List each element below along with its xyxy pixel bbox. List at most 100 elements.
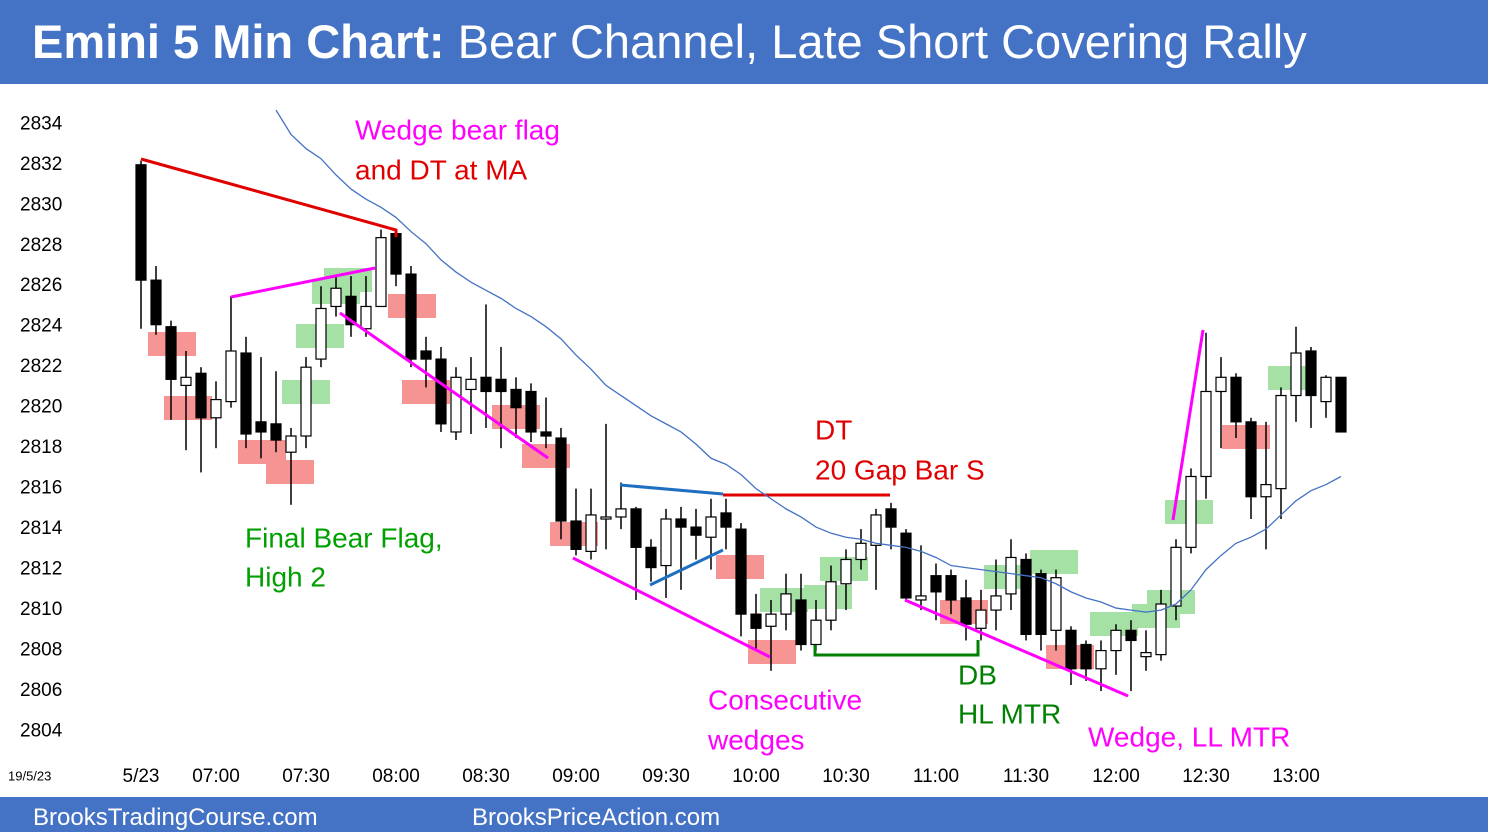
candle-body bbox=[1110, 629, 1122, 652]
candle-body bbox=[375, 237, 387, 308]
candle-body bbox=[720, 512, 732, 528]
candle-body bbox=[795, 599, 807, 646]
candle-body bbox=[975, 609, 987, 629]
chart: 2804 2806 2808 2810 2812 2814 2816 2818 2820 2822… bbox=[8, 109, 1347, 787]
candle-body bbox=[300, 366, 312, 437]
annotation: Wedge, LL MTR bbox=[1088, 721, 1290, 752]
candle-body bbox=[1170, 546, 1182, 607]
candle-body bbox=[540, 431, 552, 437]
candle-body bbox=[1275, 394, 1287, 490]
candle-body bbox=[1335, 376, 1347, 433]
y-tick-label: 2834 bbox=[20, 113, 63, 134]
y-tick-label: 2828 bbox=[20, 235, 62, 256]
candle-body bbox=[330, 287, 342, 308]
candle-body bbox=[195, 372, 207, 419]
x-tick-label: 12:00 bbox=[1092, 766, 1140, 787]
candle-body bbox=[915, 595, 927, 601]
y-tick-label: 2824 bbox=[20, 316, 63, 337]
candle-body bbox=[615, 508, 627, 518]
title-bold: Emini 5 Min Chart: bbox=[32, 15, 445, 68]
candle-body bbox=[930, 575, 942, 593]
x-tick-label: 09:00 bbox=[552, 766, 600, 787]
candle-body bbox=[960, 597, 972, 625]
candle-body bbox=[285, 435, 297, 453]
candle-body bbox=[705, 516, 717, 538]
trend-line bbox=[140, 157, 398, 237]
candle-body bbox=[675, 518, 687, 528]
candle-body bbox=[870, 514, 882, 546]
candle-body bbox=[315, 307, 327, 360]
candle-body bbox=[1230, 376, 1242, 423]
candle-body bbox=[555, 437, 567, 522]
candle-body bbox=[660, 518, 672, 567]
annotation: Final Bear Flag, bbox=[245, 522, 443, 553]
candle-body bbox=[1050, 577, 1062, 631]
candle-body bbox=[150, 279, 162, 326]
candle-body bbox=[750, 613, 762, 629]
candle-body bbox=[420, 350, 432, 360]
annotation: High 2 bbox=[245, 561, 326, 592]
x-tick-label: 11:00 bbox=[913, 766, 959, 787]
trend-line bbox=[904, 598, 1129, 698]
candle-body bbox=[1305, 350, 1317, 397]
x-tick-label: 11:30 bbox=[1003, 766, 1049, 787]
x-tick-label: 08:00 bbox=[372, 766, 420, 787]
sell-box bbox=[266, 460, 314, 484]
trend-line bbox=[339, 311, 549, 460]
y-tick-label: 2808 bbox=[20, 640, 62, 661]
candle-body bbox=[1005, 556, 1017, 595]
footer-link: BrooksTradingCourse.com bbox=[33, 804, 318, 831]
y-tick-label: 2812 bbox=[20, 559, 62, 580]
candle-body bbox=[465, 378, 477, 391]
annotation: DB bbox=[958, 659, 997, 690]
y-tick-label: 2826 bbox=[20, 275, 62, 296]
x-tick-label: 5/23 bbox=[123, 766, 160, 787]
candle-body bbox=[1125, 629, 1137, 642]
annotation: wedges bbox=[707, 724, 805, 755]
x-tick-label: 13:00 bbox=[1272, 766, 1320, 787]
candle-body bbox=[480, 376, 492, 393]
candle-body bbox=[1035, 573, 1047, 635]
candle-body bbox=[945, 575, 957, 601]
candle-body bbox=[1065, 629, 1077, 670]
candle-body bbox=[345, 295, 357, 326]
candle-body bbox=[360, 305, 372, 330]
candles bbox=[135, 160, 1347, 692]
candle-body bbox=[1080, 643, 1092, 670]
candle-body bbox=[630, 508, 642, 548]
candle-body bbox=[840, 558, 852, 585]
x-tick-label: 12:30 bbox=[1182, 766, 1230, 787]
candle-body bbox=[180, 376, 192, 387]
candle-body bbox=[405, 273, 417, 360]
x-tick-label: 07:30 bbox=[282, 766, 330, 787]
candle-body bbox=[495, 378, 507, 393]
y-tick-label: 2810 bbox=[20, 599, 62, 620]
y-tick-label: 2814 bbox=[20, 518, 63, 539]
candle-body bbox=[435, 358, 447, 425]
candle-body bbox=[450, 376, 462, 433]
candle-body bbox=[825, 581, 837, 621]
candle-body bbox=[270, 423, 282, 441]
candle-body bbox=[525, 390, 537, 433]
footer: BrooksTradingCourse.com BrooksPriceAction… bbox=[0, 797, 1488, 832]
x-tick-label: 09:30 bbox=[642, 766, 690, 787]
candle-body bbox=[780, 593, 792, 615]
candle-body bbox=[1200, 390, 1212, 478]
moving-average bbox=[275, 109, 1342, 613]
y-tick-label: 2818 bbox=[20, 437, 62, 458]
candle-body bbox=[735, 528, 747, 615]
date-label: 19/5/23 bbox=[8, 768, 51, 783]
double-bottom-line bbox=[813, 640, 980, 657]
buy-box bbox=[1030, 550, 1078, 574]
title-bar: Emini 5 Min Chart: Bear Channel, Late Sh… bbox=[0, 0, 1488, 84]
y-tick-label: 2806 bbox=[20, 680, 62, 701]
candle-body bbox=[990, 595, 1002, 611]
x-tick-label: 10:30 bbox=[822, 766, 870, 787]
candle-body bbox=[1185, 475, 1197, 548]
candle-body bbox=[1095, 649, 1107, 670]
x-tick-label: 08:30 bbox=[462, 766, 510, 787]
annotation: and DT at MA bbox=[355, 154, 528, 185]
candle-body bbox=[765, 613, 777, 627]
trend-line bbox=[649, 548, 724, 587]
